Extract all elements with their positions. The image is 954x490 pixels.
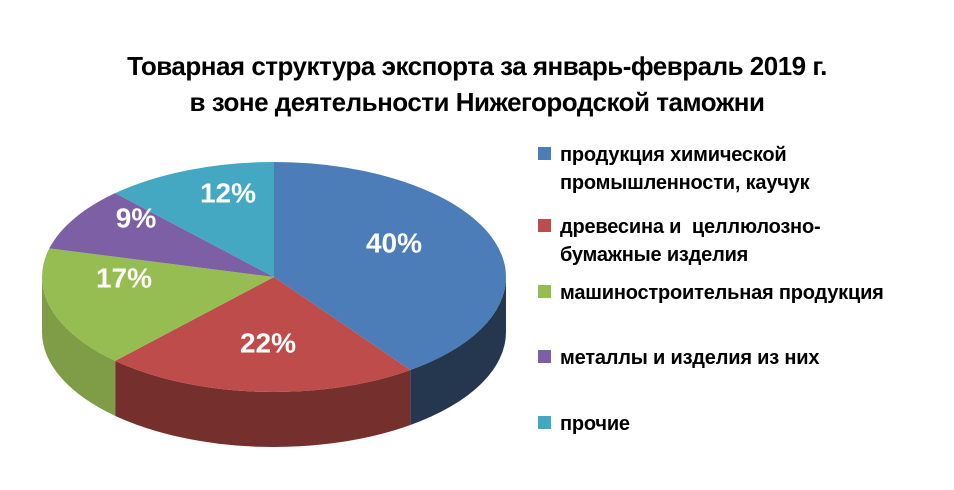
legend-item-machinery: машиностроительная продукция: [538, 279, 884, 307]
legend-label: машиностроительная продукция: [560, 282, 884, 304]
pie-slice-side-2: [42, 277, 116, 416]
legend-item-other: прочие: [538, 410, 630, 438]
legend-label: металлы и изделия из них: [560, 347, 820, 369]
pie-slice-2: [42, 248, 274, 361]
legend-item-wood-pulp-paper: древесина и целлюлозно- бумажные изделия: [538, 213, 821, 269]
legend-swatch-icon: [538, 147, 551, 160]
legend-label: бумажные изделия: [560, 244, 749, 266]
legend-label: продукция химической: [560, 144, 787, 166]
legend-swatch-icon: [538, 285, 551, 298]
legend-label: прочие: [560, 413, 630, 435]
pie-slice-label-4: 12%: [200, 178, 256, 209]
pie-slice-0: [274, 162, 506, 371]
legend-swatch-icon: [538, 350, 551, 363]
pie-slice-label-0: 40%: [366, 228, 422, 259]
pie-slice-3: [49, 193, 274, 277]
pie-slice-label-3: 9%: [116, 203, 157, 234]
legend-swatch-icon: [538, 219, 551, 232]
pie-slice-4: [115, 162, 274, 277]
pie-slice-1: [115, 277, 411, 392]
chart-title-line-2: в зоне деятельности Нижегородской таможн…: [189, 87, 765, 117]
pie-chart: 40% 22% 17% 9% 12%: [42, 162, 506, 447]
legend-label: древесина и целлюлозно-: [560, 216, 821, 238]
legend-item-metals: металлы и изделия из них: [538, 344, 819, 372]
chart-title: Товарная структура экспорта за январь-фе…: [0, 48, 954, 120]
legend-item-chemical-products: продукция химической промышленности, кау…: [538, 141, 810, 197]
legend-label: промышленности, каучук: [560, 172, 810, 194]
chart-title-line-1: Товарная структура экспорта за январь-фе…: [127, 51, 827, 81]
pie-slice-side-0: [410, 277, 506, 426]
chart-legend: продукция химической промышленности, кау…: [538, 0, 950, 490]
pie-slice-side-1: [115, 360, 411, 447]
pie-slice-label-2: 17%: [96, 263, 152, 294]
legend-swatch-icon: [538, 416, 551, 429]
pie-slice-label-1: 22%: [240, 328, 296, 359]
